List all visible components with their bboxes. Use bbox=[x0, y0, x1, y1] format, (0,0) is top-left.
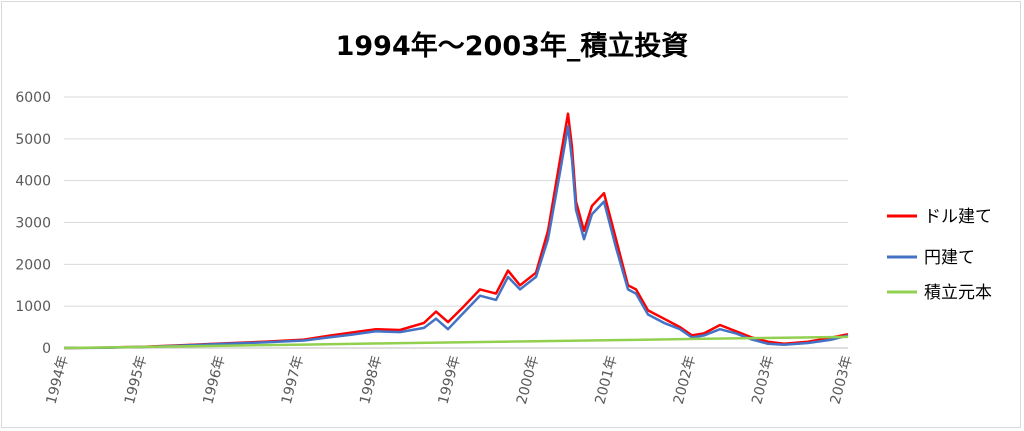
x-tick-label: 1995年 bbox=[122, 354, 150, 406]
y-tick-label: 6000 bbox=[15, 90, 51, 106]
legend-label: ドル建て bbox=[924, 207, 992, 227]
y-tick-label: 2000 bbox=[15, 257, 51, 273]
series-line bbox=[63, 125, 849, 350]
y-tick-label: 0 bbox=[42, 341, 51, 357]
legend-label: 積立元本 bbox=[924, 283, 992, 303]
x-tick-label: 1997年 bbox=[279, 354, 307, 406]
x-tick-label: 1996年 bbox=[200, 354, 228, 406]
x-tick-label: 1998年 bbox=[357, 354, 385, 406]
x-tick-label: 1994年 bbox=[44, 354, 72, 406]
series-line bbox=[63, 335, 849, 350]
y-tick-label: 4000 bbox=[15, 174, 51, 190]
x-tick-label: 2002年 bbox=[671, 354, 699, 406]
y-tick-label: 1000 bbox=[15, 299, 51, 315]
x-tick-label: 1999年 bbox=[436, 354, 464, 406]
x-tick-label: 2003年 bbox=[828, 354, 856, 406]
legend-label: 円建て bbox=[924, 248, 975, 268]
x-tick-label: 2001年 bbox=[592, 354, 620, 406]
y-tick-label: 3000 bbox=[15, 216, 51, 232]
series-line bbox=[63, 112, 849, 350]
y-tick-label: 5000 bbox=[15, 132, 51, 148]
x-tick-label: 2000年 bbox=[514, 354, 542, 406]
x-tick-label: 2003年 bbox=[749, 354, 777, 406]
chart-title: 1994年～2003年_積立投資 bbox=[335, 31, 689, 62]
